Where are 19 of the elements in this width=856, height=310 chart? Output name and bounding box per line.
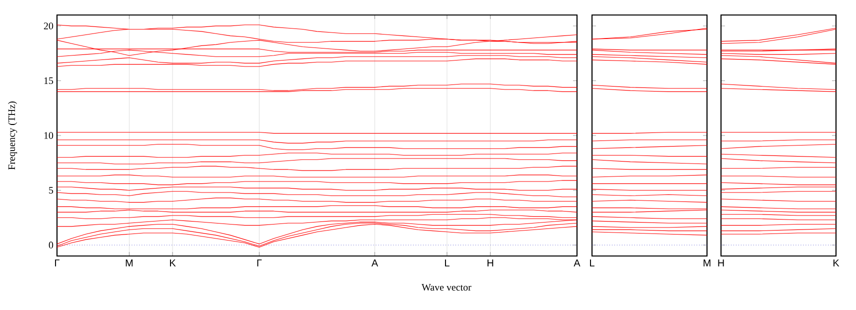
- y-tick-label: 10: [44, 132, 54, 139]
- y-tick-label: 20: [44, 22, 54, 30]
- x-tick-label: H: [718, 260, 724, 266]
- x-tick-label: A: [574, 260, 580, 266]
- x-tick-label: M: [126, 260, 133, 266]
- x-axis-title: Wave vector: [422, 284, 472, 291]
- y-tick-label: 5: [49, 186, 54, 194]
- y-axis-title: Frequency (THz): [8, 102, 18, 170]
- x-tick-label: K: [834, 260, 840, 266]
- x-tick-label: Γ: [257, 260, 262, 266]
- x-tick-label: L: [445, 260, 450, 266]
- x-tick-label: K: [170, 260, 176, 266]
- x-tick-label: A: [371, 260, 378, 266]
- x-tick-label: Γ: [55, 260, 60, 266]
- x-tick-label: M: [704, 260, 710, 266]
- x-tick-label: H: [488, 260, 494, 266]
- y-tick-label: 0: [48, 242, 54, 248]
- y-tick-label: 15: [44, 77, 54, 84]
- x-tick-label: L: [590, 260, 594, 266]
